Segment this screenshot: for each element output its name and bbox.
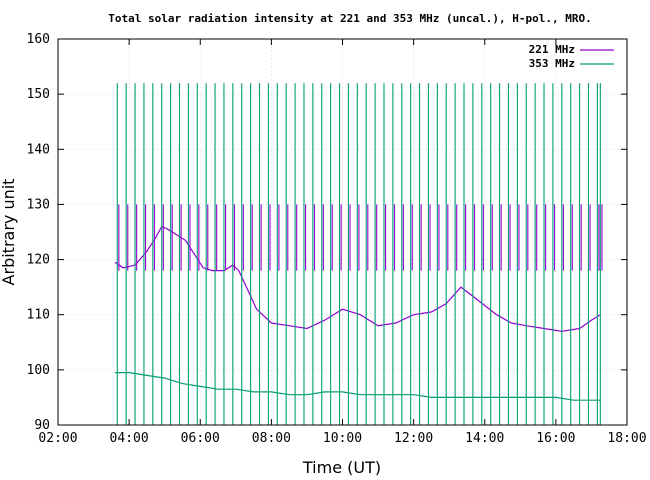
x-tick-label: 06:00 [181,431,220,446]
y-tick-label: 140 [27,142,50,157]
x-tick-label: 02:00 [38,431,77,446]
y-tick-label: 100 [27,363,50,378]
y-tick-label: 160 [27,32,50,47]
legend-label-221: 221 MHz [529,43,575,56]
y-tick-label: 130 [27,197,50,212]
chart-title: Total solar radiation intensity at 221 a… [108,12,591,25]
x-axis-label: Time (UT) [302,458,381,477]
y-tick-label: 110 [27,308,50,323]
calibration-spikes [116,83,603,425]
legend: 221 MHz 353 MHz [529,43,614,70]
y-axis-label: Arbitrary unit [0,179,18,286]
x-tick-label: 08:00 [252,431,291,446]
x-tick-label: 12:00 [394,431,433,446]
x-tick-label: 16:00 [536,431,575,446]
axis-ticks: 90 100 110 120 130 140 150 160 02:00 04:00 06:00 08… [27,32,647,446]
y-tick-label: 90 [34,418,50,433]
y-tick-label: 150 [27,87,50,102]
y-tick-label: 120 [27,253,50,268]
x-tick-label: 18:00 [607,431,646,446]
legend-label-353: 353 MHz [529,57,575,70]
x-tick-label: 04:00 [110,431,149,446]
x-tick-label: 14:00 [465,431,504,446]
x-tick-label: 10:00 [323,431,362,446]
